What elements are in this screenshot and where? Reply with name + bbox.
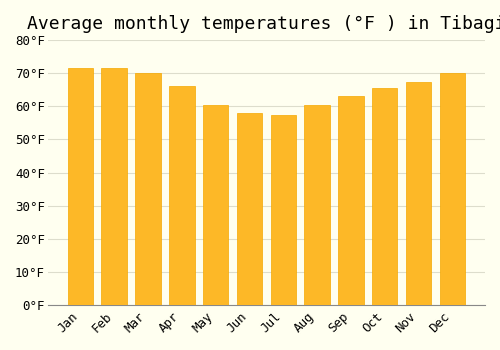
Bar xyxy=(338,96,363,305)
Bar xyxy=(372,88,398,305)
Bar xyxy=(304,105,330,305)
Bar xyxy=(237,113,262,305)
Title: Average monthly temperatures (°F ) in Tibagi: Average monthly temperatures (°F ) in Ti… xyxy=(27,15,500,33)
Bar xyxy=(136,73,160,305)
Bar xyxy=(203,105,228,305)
Bar xyxy=(440,73,465,305)
Bar xyxy=(102,68,127,305)
Bar xyxy=(169,86,194,305)
Bar xyxy=(68,68,93,305)
Bar xyxy=(270,114,296,305)
Bar xyxy=(406,82,431,305)
